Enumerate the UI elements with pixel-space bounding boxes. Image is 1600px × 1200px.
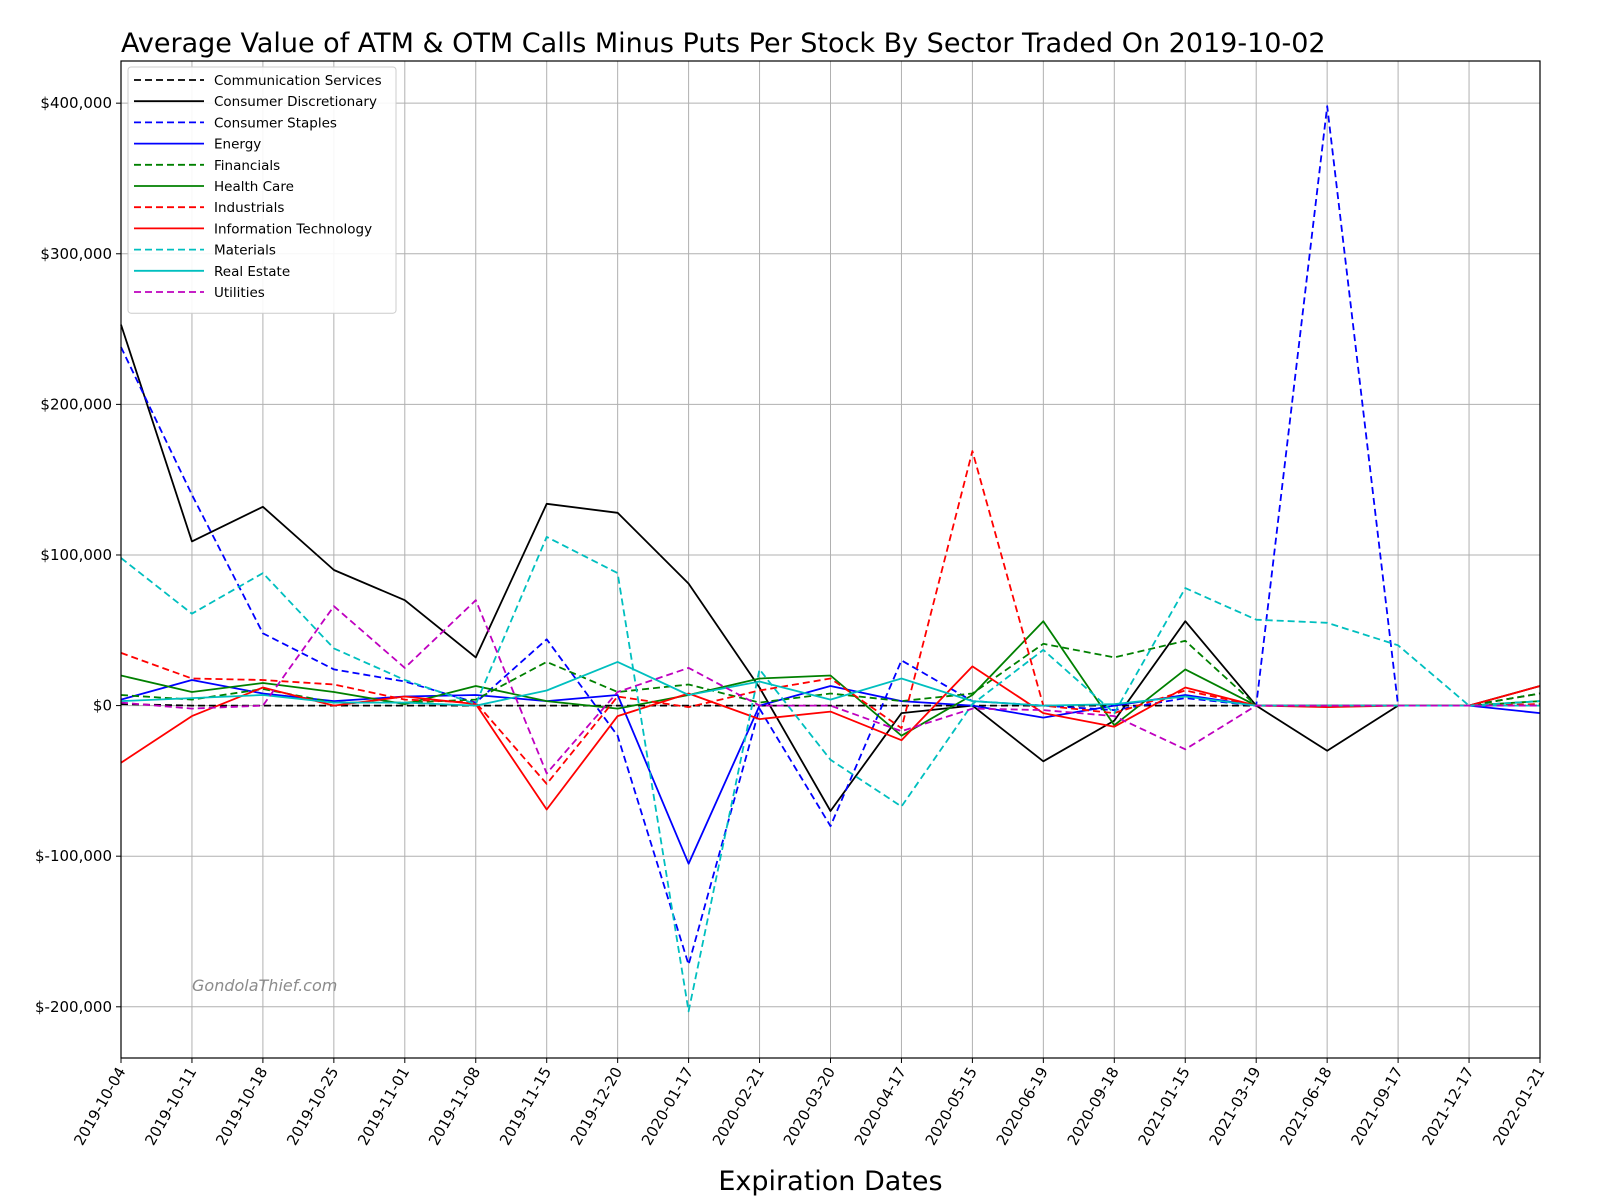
x-tick-label: 2020-02-21 [709,1064,768,1149]
x-tick-label: 2019-10-11 [141,1064,200,1149]
y-tick-label: $400,000 [40,94,112,112]
x-tick-label: 2020-06-19 [993,1064,1052,1149]
legend-entry: Health Care [214,179,294,195]
y-tick-label: $-100,000 [35,847,112,865]
series-line-consumer-discretionary [120,324,1541,812]
x-axis: 2019-10-04 2019-10-11 2019-10-18 2019-10-25… [70,1058,1548,1149]
series-line-consumer-staples [120,105,1540,966]
y-axis: $400,000 $300,000 $200,000 $100,000 $0 $-100,… [35,94,121,1016]
legend-entry: Industrials [214,200,284,216]
legend-entry: Energy [214,137,261,153]
legend-entry: Financials [214,158,280,174]
legend-entry: Information Technology [214,221,372,237]
legend-entry: Consumer Discretionary [214,94,377,110]
legend-entry: Materials [214,243,276,259]
x-tick-label: 2019-10-25 [283,1064,342,1149]
series-line-utilities [120,599,1540,775]
x-tick-label: 2021-06-18 [1276,1064,1335,1149]
chart-title: Average Value of ATM & OTM Calls Minus P… [121,28,1326,59]
legend-entry: Utilities [214,285,265,301]
x-tick-label: 2019-12-20 [567,1064,626,1149]
x-tick-label: 2019-11-08 [425,1064,484,1149]
x-tick-label: 2020-09-18 [1064,1064,1123,1149]
x-axis-label: Expiration Dates [718,1166,942,1197]
x-tick-label: 2020-03-20 [780,1064,839,1149]
y-tick-label: $300,000 [40,245,112,263]
x-tick-label: 2021-09-17 [1347,1064,1406,1149]
y-tick-label: $100,000 [40,546,112,564]
series-lines [120,105,1541,1013]
y-tick-label: $-200,000 [35,998,112,1016]
watermark-text: GondolaThief.com [192,976,337,995]
x-tick-label: 2019-11-15 [496,1064,555,1149]
x-tick-label: 2020-01-17 [638,1064,697,1149]
x-tick-label: 2019-10-18 [212,1064,271,1149]
series-line-materials [120,536,1541,1013]
x-tick-label: 2020-05-15 [922,1064,981,1149]
legend: Communication Services Consumer Discretio… [127,66,397,314]
y-tick-label: $200,000 [40,395,112,413]
x-tick-label: 2019-10-04 [70,1064,129,1149]
x-tick-label: 2019-11-01 [354,1064,413,1149]
legend-entry: Consumer Staples [214,115,337,131]
x-tick-label: 2022-01-21 [1489,1064,1548,1149]
legend-entry: Communication Services [214,73,382,89]
x-tick-label: 2021-03-19 [1205,1064,1264,1149]
grid-lines [120,61,1541,1058]
y-tick-label: $0 [93,697,112,715]
legend-box [127,66,397,314]
legend-entry: Real Estate [214,264,290,280]
x-tick-label: 2020-04-17 [851,1064,910,1149]
x-tick-label: 2021-01-15 [1135,1064,1194,1149]
x-tick-label: 2021-12-17 [1418,1064,1477,1149]
